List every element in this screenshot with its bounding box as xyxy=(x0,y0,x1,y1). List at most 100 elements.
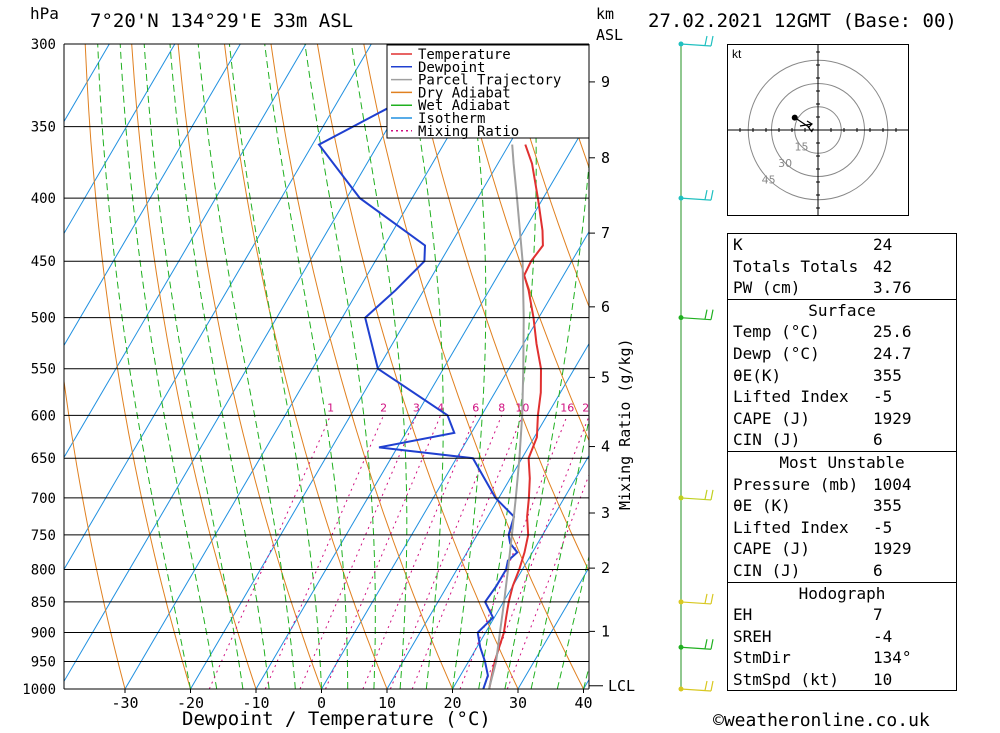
hodograph-index-row: StmDir 134° xyxy=(728,647,956,669)
hodograph-header: Hodograph xyxy=(798,583,886,603)
most-unstable-row: Lifted Index -5 xyxy=(728,517,956,539)
hodograph-index-row: StmSpd (kt) 10 xyxy=(728,669,956,691)
surface-row: θE(K) 355 xyxy=(728,365,956,387)
mixing-ratio-label: 20 xyxy=(582,401,596,414)
index-label: Totals Totals xyxy=(733,256,859,276)
mixing-ratio-line xyxy=(389,415,503,689)
most-unstable-label: CAPE (J) xyxy=(733,539,811,559)
isotherm-line xyxy=(255,118,589,689)
x-tick-label: 20 xyxy=(443,694,461,712)
pressure-tick-label: 500 xyxy=(31,311,56,327)
x-tick-label: 10 xyxy=(378,694,396,712)
mixing-ratio-label: 8 xyxy=(498,401,505,414)
wet-adiabat-line xyxy=(350,44,408,689)
pressure-tick-label: 600 xyxy=(31,408,56,424)
isotherm-line xyxy=(517,566,589,689)
surface-row: Temp (°C) 25.6 xyxy=(728,321,956,343)
most-unstable-value: 6 xyxy=(873,560,883,580)
x-tick-label: 30 xyxy=(509,694,527,712)
height-tick-label: 1 xyxy=(601,622,610,640)
wind-barb xyxy=(680,309,714,321)
pressure-tick-label: 750 xyxy=(31,528,56,544)
hodograph-ring-label: 30 xyxy=(778,157,792,170)
most-unstable-value: 355 xyxy=(873,496,902,516)
hodograph-arrow xyxy=(799,120,813,129)
hodograph-index-value: 7 xyxy=(873,605,883,625)
height-tick-label: 4 xyxy=(601,438,610,456)
pressure-tick-label: 700 xyxy=(31,491,56,507)
mixing-ratio-label: 3 xyxy=(413,401,420,414)
index-row: PW (cm) 3.76 xyxy=(728,277,956,299)
height-tick-label: 3 xyxy=(601,504,610,522)
wet-adiabat-line xyxy=(583,665,589,689)
isotherm-line xyxy=(190,44,569,689)
surface-value: 24.7 xyxy=(873,343,912,363)
height-tick-label: 5 xyxy=(601,368,610,386)
isotherm-line xyxy=(321,230,589,689)
wet-adiabat-line xyxy=(404,44,444,689)
dewpoint-line xyxy=(317,44,519,689)
hodograph-axes xyxy=(727,44,909,216)
surface-value: 25.6 xyxy=(873,322,912,342)
hodograph-index-label: StmDir xyxy=(733,648,791,668)
hodograph-index-label: SREH xyxy=(733,626,772,646)
mixing-ratio-line xyxy=(264,415,385,689)
most-unstable-row: CAPE (J) 1929 xyxy=(728,538,956,560)
index-label: PW (cm) xyxy=(733,278,801,298)
surface-label: CIN (J) xyxy=(733,430,801,450)
mixing-ratio-line xyxy=(299,415,417,689)
legend-entry: Wet Adiabat xyxy=(418,98,511,114)
hodograph-ring-label: 15 xyxy=(795,140,809,153)
surface-value: 1929 xyxy=(873,408,912,428)
most-unstable-value: 1004 xyxy=(873,474,912,494)
dry-adiabat-line xyxy=(270,44,453,689)
wet-adiabat-line xyxy=(228,44,322,689)
hodograph-ring-label: 45 xyxy=(762,173,776,186)
hodograph-index-value: 134° xyxy=(873,648,912,668)
dry-adiabat-line xyxy=(968,44,1000,689)
legend-box xyxy=(386,44,590,139)
mixing-ratio-line xyxy=(325,415,442,689)
parcel-trajectory-line xyxy=(488,144,525,689)
mixing-ratio-label: 16 xyxy=(560,401,574,414)
height-unit-asl: ASL xyxy=(596,26,624,44)
pressure-tick-label: 400 xyxy=(31,191,56,207)
wet-adiabat-line xyxy=(478,44,537,689)
hodograph-unit: kt xyxy=(732,47,742,61)
surface-row: Dewp (°C) 24.7 xyxy=(728,343,956,365)
dry-adiabat-line xyxy=(363,44,584,689)
x-tick-label: -10 xyxy=(242,694,269,712)
isotherm-line xyxy=(64,44,241,347)
height-unit-km: km xyxy=(596,5,615,23)
hodograph-index-value: 10 xyxy=(873,669,893,689)
hodograph-start-dot xyxy=(791,114,798,121)
surface-value: 6 xyxy=(873,430,883,450)
isotherm-line xyxy=(386,342,589,689)
index-value: 3.76 xyxy=(873,278,912,298)
wet-adiabat-line xyxy=(304,44,376,689)
hodograph-line xyxy=(794,117,814,133)
wet-adiabat-line xyxy=(119,44,218,689)
dry-adiabat-line xyxy=(456,44,589,442)
most-unstable-label: CIN (J) xyxy=(733,560,801,580)
hodograph-index-label: StmSpd (kt) xyxy=(733,669,839,689)
pressure-tick-label: 950 xyxy=(31,655,56,671)
legend-entry: Parcel Trajectory xyxy=(418,73,561,89)
lcl-label: LCL xyxy=(608,677,635,695)
surface-label: θE(K) xyxy=(733,365,782,385)
index-value: 24 xyxy=(873,235,893,254)
dry-adiabat-line xyxy=(84,44,191,689)
height-tick-label: 2 xyxy=(601,559,610,577)
wet-adiabat-line xyxy=(169,44,270,689)
dry-adiabat-line xyxy=(502,44,589,308)
height-tick-label: 9 xyxy=(601,73,610,91)
wind-barb xyxy=(680,639,714,650)
most-unstable-value: 1929 xyxy=(873,539,912,559)
datetime-label: 27.02.2021 12GMT (Base: 00) xyxy=(648,10,957,32)
most-unstable-value: -5 xyxy=(873,517,893,537)
pressure-tick-label: 550 xyxy=(31,362,56,378)
surface-label: Dewp (°C) xyxy=(733,343,820,363)
surface-row: CAPE (J) 1929 xyxy=(728,408,956,430)
hodograph-index-label: EH xyxy=(733,605,753,625)
